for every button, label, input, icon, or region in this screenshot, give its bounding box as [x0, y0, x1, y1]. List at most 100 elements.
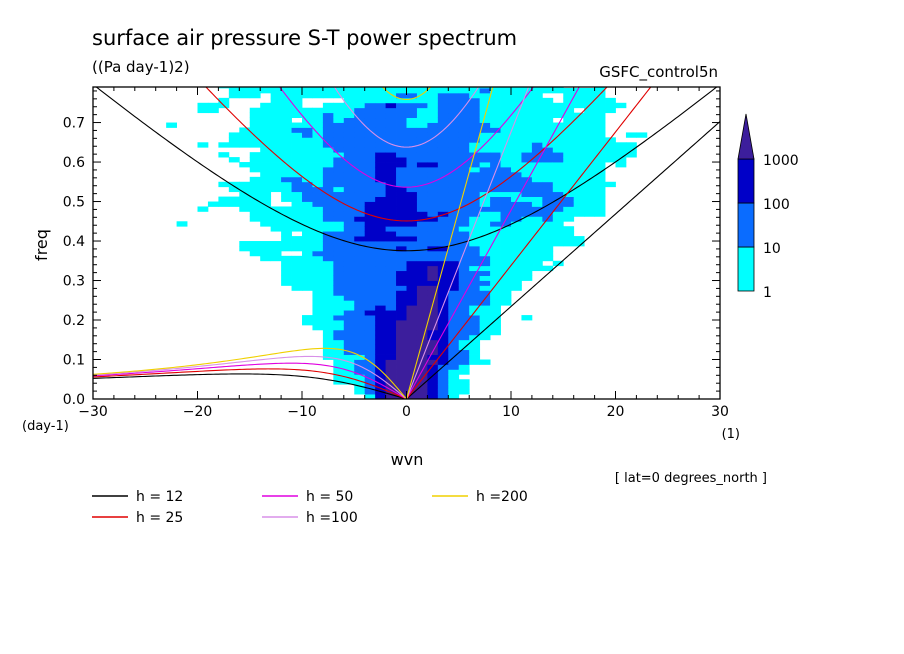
heatmap-cell	[437, 300, 449, 306]
heatmap-cell	[573, 162, 585, 168]
heatmap-cell	[281, 186, 292, 193]
heatmap-cell	[416, 324, 428, 331]
heatmap-cell	[375, 344, 386, 351]
heatmap-cell	[573, 211, 585, 217]
heatmap-cell	[406, 270, 418, 276]
heatmap-cell	[521, 275, 533, 281]
heatmap-cell	[354, 176, 366, 183]
heatmap-cell	[416, 171, 428, 178]
heatmap-cell	[531, 260, 543, 267]
heatmap-cell	[594, 87, 606, 89]
heatmap-cell	[458, 221, 470, 227]
heatmap-cell	[291, 97, 303, 104]
heatmap-cell	[531, 122, 543, 128]
heatmap-cell	[260, 142, 272, 148]
heatmap-cell	[302, 211, 313, 217]
heatmap-cell	[479, 142, 491, 148]
y-tick-label: 0.6	[63, 155, 85, 171]
heatmap-cell	[521, 176, 533, 183]
heatmap-cell	[249, 112, 261, 119]
heatmap-cell	[406, 369, 418, 375]
heatmap-cell	[448, 315, 460, 321]
heatmap-cell	[312, 216, 324, 222]
heatmap-cell	[364, 364, 376, 370]
heatmap-cell	[458, 137, 470, 143]
heatmap-cell	[437, 324, 449, 331]
colorbar-label: 10	[763, 241, 781, 257]
heatmap-cell	[302, 107, 313, 114]
heatmap-cell	[469, 107, 481, 114]
heatmap-cell	[333, 260, 345, 267]
heatmap-cell	[406, 324, 418, 331]
heatmap-cell	[490, 310, 501, 316]
heatmap-cell	[437, 374, 449, 380]
heatmap-cell	[406, 275, 418, 281]
heatmap-cell	[364, 87, 376, 94]
heatmap-cell	[416, 92, 428, 99]
heatmap-cell	[396, 181, 407, 188]
heatmap-cell	[270, 221, 282, 227]
heatmap-cell	[531, 102, 543, 109]
heatmap-cell	[500, 201, 512, 207]
heatmap-cell	[511, 216, 522, 222]
heatmap-cell	[521, 147, 533, 153]
heatmap-cell	[416, 87, 428, 94]
heatmap-cell	[385, 122, 397, 128]
heatmap-cell	[437, 241, 449, 247]
heatmap-cell	[396, 359, 407, 365]
heatmap-cell	[427, 117, 439, 123]
heatmap-cell	[385, 379, 397, 385]
heatmap-cell	[448, 394, 460, 399]
heatmap-cell	[511, 166, 522, 173]
heatmap-cell	[542, 162, 554, 168]
heatmap-cell	[281, 102, 292, 109]
heatmap-cell	[291, 280, 303, 286]
heatmap-cell	[521, 226, 533, 232]
heatmap-cell	[343, 166, 355, 173]
heatmap-cell	[270, 255, 282, 262]
heatmap-cell	[333, 329, 345, 336]
heatmap-cell	[354, 369, 366, 375]
heatmap-cell	[469, 354, 481, 360]
legend-label: h = 25	[136, 510, 183, 526]
heatmap-cell	[552, 226, 564, 232]
heatmap-cell	[396, 364, 407, 370]
colorbar-top-triangle	[737, 113, 755, 160]
heatmap-cell	[396, 354, 407, 360]
heatmap-cell	[260, 211, 272, 217]
heatmap-cell	[302, 201, 313, 207]
heatmap-cell	[354, 389, 366, 395]
heatmap-cell	[375, 196, 386, 202]
heatmap-cell	[364, 201, 376, 207]
heatmap-cell	[542, 236, 554, 242]
heatmap-cell	[343, 211, 355, 217]
x-unit-label: (1)	[722, 427, 740, 442]
heatmap-cell	[354, 241, 366, 247]
heatmap-cell	[364, 107, 376, 114]
heatmap-cell	[427, 359, 439, 365]
heatmap-cell	[385, 241, 397, 247]
y-tick-label: 0.1	[63, 353, 85, 369]
heatmap-cell	[406, 221, 418, 227]
heatmap-cell	[427, 305, 439, 311]
heatmap-cell	[291, 275, 303, 281]
heatmap-cell	[385, 389, 397, 395]
heatmap-cell	[333, 339, 345, 346]
heatmap-cell	[312, 152, 324, 158]
heatmap-cell	[291, 142, 303, 148]
heatmap-cell	[406, 112, 418, 119]
heatmap-cell	[458, 226, 470, 232]
heatmap-cell	[354, 137, 366, 143]
x-axis-label: wvn	[391, 450, 424, 469]
heatmap-cell	[594, 201, 606, 207]
heatmap-cell	[333, 324, 345, 331]
heatmap-cell	[458, 275, 470, 281]
heatmap-cell	[615, 157, 627, 163]
heatmap-cell	[416, 152, 428, 158]
heatmap-cell	[500, 127, 512, 133]
heatmap-cell	[573, 186, 585, 193]
heatmap-cell	[385, 226, 397, 232]
heatmap-cell	[343, 102, 355, 109]
heatmap-cell	[406, 191, 418, 197]
heatmap-cell	[542, 87, 554, 94]
